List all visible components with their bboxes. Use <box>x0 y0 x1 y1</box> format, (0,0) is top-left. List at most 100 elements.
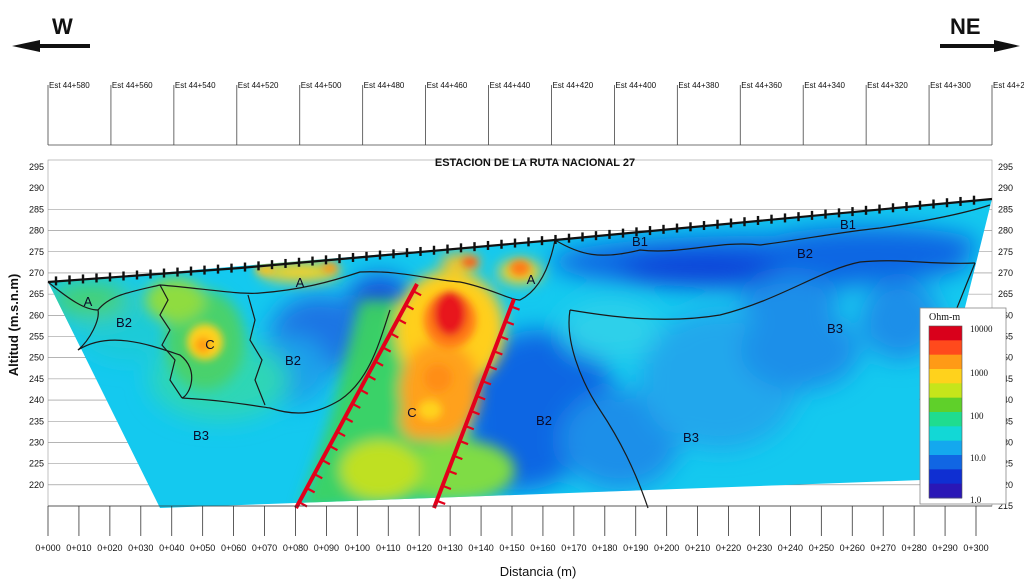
station-label: Est 44+280 <box>993 81 1024 90</box>
distance-tick-label: 0+130 <box>437 543 462 553</box>
distance-tick-label: 0+220 <box>716 543 741 553</box>
fault-tick <box>412 290 422 297</box>
altitude-tick-right: 215 <box>998 501 1013 511</box>
distance-tick-label: 0+270 <box>871 543 896 553</box>
fault-tick <box>329 444 338 452</box>
distance-tick-label: 0+230 <box>747 543 772 553</box>
resistivity-fill <box>48 199 992 508</box>
station-label: Est 44+340 <box>804 81 845 90</box>
zone-label: A <box>84 294 93 309</box>
zone-labels: A A A B2 C B2 C B2 B3 B3 B3 B1 B1 B2 <box>84 217 856 445</box>
legend-label: 1000 <box>970 368 989 378</box>
zone-label: B1 <box>632 234 648 249</box>
altitude-tick-right: 285 <box>998 204 1013 214</box>
electrode-marker <box>324 255 328 265</box>
fault-tick <box>493 350 503 356</box>
fault-tick <box>436 499 446 505</box>
electrode-marker <box>770 214 773 224</box>
distance-tick-label: 0+250 <box>809 543 834 553</box>
electrode-marker <box>311 256 314 266</box>
electrode-marker <box>243 262 247 272</box>
electrode-marker <box>932 199 935 209</box>
distance-tick-label: 0+000 <box>35 543 60 553</box>
distance-tick-label: 0+240 <box>778 543 803 553</box>
distance-tick-label: 0+170 <box>561 543 586 553</box>
electrode-marker <box>338 254 341 264</box>
legend-swatch <box>929 440 962 456</box>
electrode-marker <box>851 207 854 217</box>
legend-swatch <box>929 412 962 427</box>
legend-swatch <box>929 397 962 413</box>
altitude-tick-left: 285 <box>29 204 44 214</box>
electrode-marker <box>716 219 719 229</box>
fault-lines <box>294 283 520 509</box>
electrode-marker <box>351 252 355 262</box>
left-altitude-ticks: 295 290 285 280 275 270 265 260 255 250 245 240 235 2… <box>29 162 44 490</box>
electrode-marker <box>594 231 598 241</box>
altitude-tick-left: 220 <box>29 480 44 490</box>
west-arrow <box>12 40 90 52</box>
zone-label: C <box>407 405 416 420</box>
fault-tick <box>389 332 399 339</box>
electrode-marker <box>216 264 220 274</box>
fault-tick <box>306 487 316 494</box>
electrode-marker <box>554 234 557 244</box>
legend-swatch <box>929 340 962 356</box>
zone-label: C <box>205 337 214 352</box>
altitude-tick-left: 225 <box>29 459 44 469</box>
fault-tick <box>374 360 384 367</box>
y-axis-label: Altitud (m.s.n.m) <box>6 274 21 377</box>
electrode-marker <box>783 213 787 223</box>
distance-tick-label: 0+070 <box>252 543 277 553</box>
surface-electrodes <box>47 195 993 286</box>
fault-tick <box>487 365 498 371</box>
station-label: Est 44+540 <box>175 81 216 90</box>
electrode-marker <box>959 196 962 206</box>
electrode-marker <box>108 272 112 282</box>
distance-tick-label: 0+020 <box>97 543 122 553</box>
station-label: Est 44+580 <box>49 81 90 90</box>
chart-title: ESTACION DE LA RUTA NACIONAL 27 <box>435 157 635 169</box>
altitude-tick-right: 295 <box>998 162 1013 172</box>
station-label: Est 44+500 <box>301 81 342 90</box>
station-label: Est 44+320 <box>867 81 908 90</box>
altitude-tick-left: 230 <box>29 437 44 447</box>
legend-swatch <box>929 455 962 470</box>
distance-tick-label: 0+260 <box>840 543 865 553</box>
station-label: Est 44+380 <box>678 81 719 90</box>
fault-tick <box>499 335 509 341</box>
station-label: Est 44+560 <box>112 81 153 90</box>
legend-swatch <box>929 354 962 370</box>
fault-tick <box>359 388 369 395</box>
electrode-marker <box>405 248 409 258</box>
altitude-tick-right: 290 <box>998 183 1013 193</box>
distance-tick-label: 0+210 <box>685 543 710 553</box>
electrode-marker <box>81 274 85 284</box>
electrode-marker <box>756 215 760 225</box>
electrode-marker <box>918 200 922 210</box>
electrode-marker <box>297 257 301 267</box>
electrode-marker <box>527 237 530 247</box>
electrode-marker <box>392 249 395 259</box>
fault-tick <box>510 305 520 311</box>
station-label: Est 44+300 <box>930 81 971 90</box>
legend-label: 10000 <box>970 324 993 334</box>
distance-tick-label: 0+200 <box>654 543 679 553</box>
station-ruler: Est 44+580 Est 44+560 Est 44+540 Est 44+520… <box>47 81 1024 146</box>
distance-tick-label: 0+120 <box>407 543 432 553</box>
electrode-marker <box>95 273 98 283</box>
fault-tick <box>482 380 492 386</box>
electrode-marker <box>513 238 517 248</box>
fault-tick <box>447 469 458 476</box>
altitude-tick-right: 275 <box>998 247 1013 257</box>
electrode-marker <box>905 202 908 212</box>
station-label: Est 44+440 <box>490 81 531 90</box>
station-label: Est 44+400 <box>615 81 656 90</box>
west-label: W <box>52 14 73 39</box>
altitude-tick-left: 290 <box>29 183 44 193</box>
distance-tick-label: 0+040 <box>159 543 184 553</box>
electrode-marker <box>486 240 490 250</box>
electrode-marker <box>837 208 841 218</box>
electrode-marker <box>864 205 868 215</box>
